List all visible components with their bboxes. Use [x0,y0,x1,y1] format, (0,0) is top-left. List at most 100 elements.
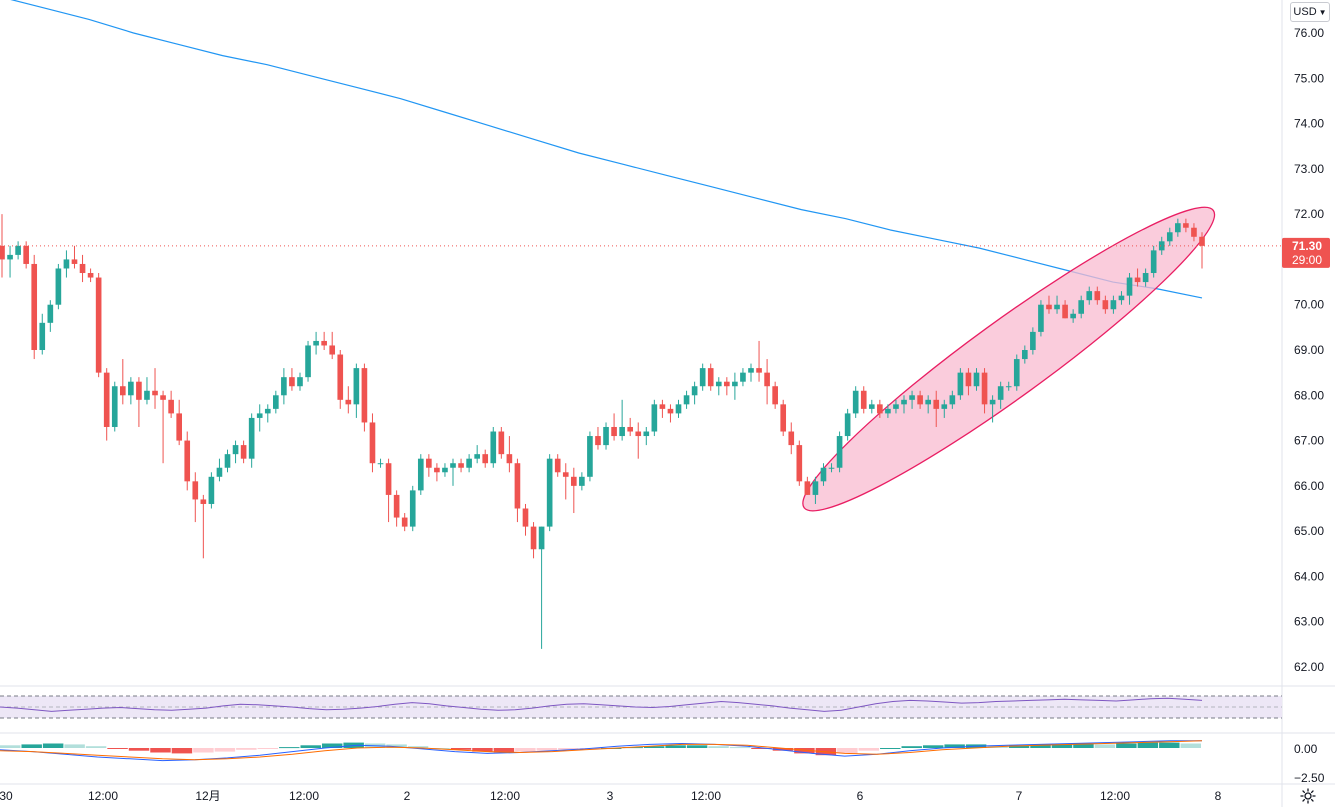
candle-body [860,390,867,409]
candle-body [1062,304,1068,319]
candle-body [1142,273,1149,283]
candle-body [1078,300,1085,314]
candle [200,494,207,559]
candle [957,368,964,400]
candle-body [79,263,86,274]
candle-body [820,467,827,482]
candle-body [836,436,843,468]
gear-icon [1300,788,1316,804]
candle-body [772,386,778,405]
candle-body [973,372,980,387]
candle-body [1150,250,1157,274]
macd-histogram-bar [21,744,42,748]
current-price-badge [1282,237,1330,268]
candle-body [901,399,907,405]
candle-body [47,304,54,323]
candle-body [240,445,247,459]
candle-body [1166,232,1173,242]
time-tick-label: 12:00 [289,789,319,803]
candle [530,522,537,559]
candle [434,463,440,482]
candle-body [635,431,642,437]
candle [1118,291,1125,305]
candle-body [63,259,70,269]
candle-body [699,368,706,387]
candle [611,413,617,441]
candle [168,390,174,418]
macd-histogram-bar [708,746,729,748]
candle-body [788,431,795,446]
candle-body [0,245,5,260]
candle-body [160,395,166,400]
candle [860,386,867,414]
candle [667,404,674,423]
time-tick-label: 6 [857,789,864,803]
candle [1142,268,1149,287]
macd-histogram-bar [686,745,708,748]
macd-histogram-bar [128,748,150,751]
candle [1191,223,1197,242]
macd-histogram-bar [150,748,171,753]
candle [119,359,126,405]
candle [7,245,13,278]
candle [1013,354,1020,391]
candle-body [868,404,875,409]
candle [740,368,746,387]
currency-label: USD [1293,6,1317,18]
macd-histogram-bar [665,745,686,748]
candle-body [764,372,770,387]
macd-histogram-bar [107,748,128,749]
macd-histogram-bar [493,748,515,753]
candle-body [804,481,811,495]
candle [796,440,803,486]
candle [546,454,553,532]
macd-histogram-bar [536,748,558,751]
candle [643,426,650,446]
settings-button[interactable] [1298,786,1318,806]
candle [707,363,714,391]
candle [426,454,432,477]
price-tick-label: 76.00 [1294,26,1324,40]
macd-histogram-bar [558,748,579,750]
candle [764,359,770,405]
candle [136,377,142,427]
candle [514,458,521,523]
candle [756,340,762,382]
candle [1110,295,1117,314]
candles-layer [0,214,1205,649]
candle [393,490,400,527]
candle-body [95,277,102,373]
candle [603,422,609,450]
candle [635,422,642,459]
candle-body [31,263,38,350]
candle [369,413,376,473]
candle-body [587,436,593,477]
currency-selector-button[interactable]: USD ▼ [1290,2,1330,22]
candle [95,273,102,378]
candle [868,399,875,414]
candle [417,454,424,495]
candle-body [103,372,110,427]
price-tick-label: 64.00 [1294,569,1324,583]
candle [772,381,778,409]
candle [490,426,497,468]
macd-histogram-bar [450,748,472,750]
candle-body [7,254,13,260]
macd-histogram-bar [279,747,300,749]
candle [160,390,166,464]
candle [337,350,344,409]
candle [715,377,722,396]
candle-body [216,467,223,477]
candle [1022,345,1028,364]
rsi-line [0,697,1203,712]
candle [1102,295,1109,314]
time-tick-label: 8 [1215,789,1222,803]
candle-body [538,526,545,550]
candle [329,331,336,360]
macd-histogram-bar [858,748,880,751]
candle-body [1013,359,1020,387]
candle-body [442,467,448,473]
candle [579,472,585,491]
